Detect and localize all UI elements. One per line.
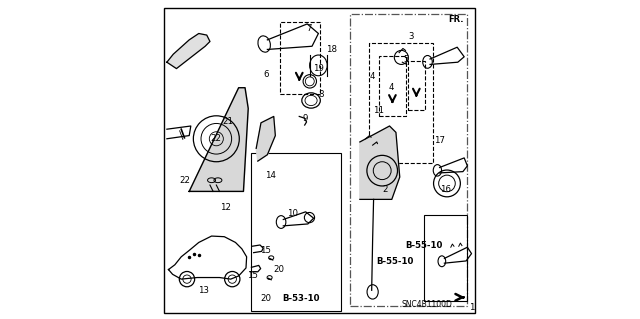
Text: 22: 22 <box>179 176 190 185</box>
Text: 11: 11 <box>374 106 385 115</box>
Polygon shape <box>256 116 275 161</box>
Bar <box>252 153 340 311</box>
Text: 4: 4 <box>370 72 376 81</box>
Text: 22: 22 <box>211 134 222 143</box>
Bar <box>350 14 467 306</box>
Text: 4: 4 <box>389 83 394 92</box>
Text: 9: 9 <box>303 114 308 122</box>
Text: 20: 20 <box>260 294 271 303</box>
Text: 6: 6 <box>263 70 269 79</box>
Text: 21: 21 <box>222 117 233 126</box>
Text: SNC4B1100D: SNC4B1100D <box>401 300 452 309</box>
Bar <box>408 61 425 110</box>
Text: 20: 20 <box>273 265 284 274</box>
Text: 18: 18 <box>326 45 337 54</box>
Text: 10: 10 <box>287 209 298 218</box>
Text: 19: 19 <box>313 64 324 73</box>
Text: B-55-10: B-55-10 <box>405 241 442 250</box>
Text: 7: 7 <box>306 24 312 33</box>
Text: 16: 16 <box>440 185 451 194</box>
Text: FR.: FR. <box>448 15 463 24</box>
Bar <box>369 43 433 163</box>
Polygon shape <box>189 88 248 191</box>
Text: B-53-10: B-53-10 <box>282 294 319 303</box>
Text: 15: 15 <box>248 271 259 280</box>
Text: 12: 12 <box>220 203 232 212</box>
Bar <box>424 215 467 301</box>
Text: 14: 14 <box>265 171 276 180</box>
Text: 17: 17 <box>434 136 445 145</box>
Text: 8: 8 <box>319 90 324 99</box>
Polygon shape <box>360 126 400 199</box>
Text: 2: 2 <box>383 185 388 194</box>
Bar <box>280 22 320 94</box>
Text: 3: 3 <box>408 32 413 41</box>
Text: 5: 5 <box>403 55 409 63</box>
Polygon shape <box>167 33 210 69</box>
Text: 15: 15 <box>260 246 271 255</box>
Bar <box>379 56 406 116</box>
Text: 1: 1 <box>468 303 474 312</box>
Text: B-55-10: B-55-10 <box>376 257 413 266</box>
Text: 13: 13 <box>198 286 209 295</box>
